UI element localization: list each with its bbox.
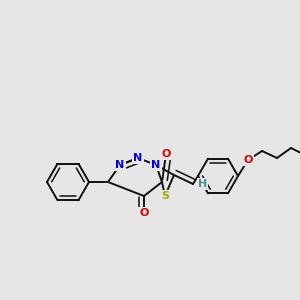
Text: O: O: [139, 208, 149, 218]
Text: H: H: [198, 179, 207, 189]
Text: O: O: [243, 155, 253, 165]
Text: S: S: [161, 191, 169, 201]
Text: N: N: [152, 160, 160, 170]
Text: N: N: [134, 153, 142, 163]
Text: N: N: [116, 160, 124, 170]
Text: O: O: [161, 149, 171, 159]
